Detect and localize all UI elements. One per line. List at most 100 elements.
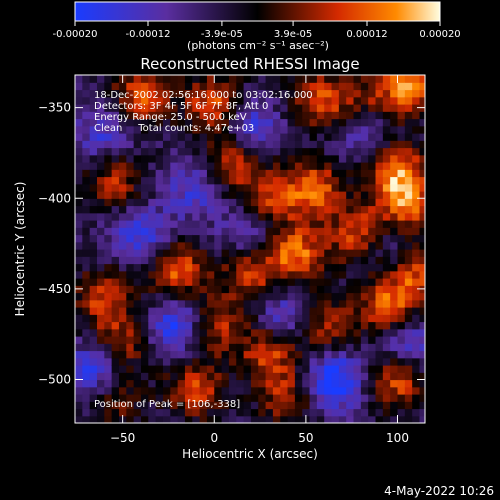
heatmap-cell [419,299,425,308]
heatmap-cell [118,249,127,257]
heatmap-cell [375,249,384,257]
heatmap-cell [126,212,135,221]
heatmap-cell [206,220,215,228]
heatmap-cell [250,314,259,323]
heatmap-cell [258,220,267,228]
heatmap-cell [228,256,237,265]
heatmap-cell [75,227,83,236]
heatmap-cell [382,212,391,221]
heatmap-cell [287,379,296,388]
heatmap-cell [192,89,201,98]
heatmap-cell [89,263,98,272]
heatmap-cell [104,408,113,417]
heatmap-cell [419,75,425,83]
colorbar-tick-label: -0.00012 [126,29,171,40]
heatmap-cell [419,82,425,91]
heatmap-cell [360,343,369,352]
heatmap-cell [404,191,413,199]
heatmap-cell [346,154,355,163]
heatmap-cell [243,321,252,330]
heatmap-cell [126,415,135,423]
heatmap-cell [214,169,223,178]
heatmap-cell [192,183,201,192]
heatmap-cell [250,220,259,228]
heatmap-cell [82,169,91,178]
heatmap-cell [250,205,259,214]
heatmap-cell [338,299,347,308]
heatmap-cell [236,118,245,127]
heatmap-cell [177,350,186,359]
heatmap-cell [111,350,120,359]
heatmap-cell [236,198,245,207]
heatmap-cell [192,314,201,323]
heatmap-cell [302,212,311,221]
heatmap-cell [331,183,340,192]
heatmap-cell [250,328,259,337]
heatmap-cell [199,328,208,337]
heatmap-cell [346,263,355,272]
heatmap-cell [346,133,355,141]
heatmap-cell [155,386,164,395]
heatmap-cell [287,270,296,279]
heatmap-cell [375,299,384,308]
heatmap-cell [162,299,171,308]
heatmap-cell [390,198,399,207]
heatmap-cell [155,292,164,301]
heatmap-cell [192,234,201,243]
heatmap-cell [280,372,289,381]
heatmap-cell [287,89,296,98]
heatmap-cell [140,401,149,410]
heatmap-cell [258,401,267,410]
heatmap-cell [184,198,193,207]
heatmap-cell [397,386,406,395]
heatmap-cell [96,111,105,120]
heatmap-cell [404,212,413,221]
heatmap-cell [206,241,215,250]
heatmap-cell [126,227,135,236]
heatmap-cell [89,133,98,141]
heatmap-cell [412,104,421,112]
heatmap-cell [302,147,311,156]
heatmap-cell [214,365,223,373]
heatmap-cell [177,394,186,402]
heatmap-cell [360,75,369,83]
heatmap-cell [338,401,347,410]
heatmap-cell [199,278,208,286]
heatmap-cell [162,227,171,236]
heatmap-cell [221,183,230,192]
heatmap-cell [287,82,296,91]
heatmap-cell [192,249,201,257]
heatmap-cell [126,82,135,91]
heatmap-cell [331,314,340,323]
heatmap-cell [265,154,274,163]
heatmap-cell [338,162,347,170]
heatmap-cell [265,299,274,308]
heatmap-cell [148,241,157,250]
heatmap-cell [250,96,259,105]
heatmap-cell [96,401,105,410]
heatmap-cell [82,343,91,352]
heatmap-cell [302,220,311,228]
heatmap-cell [375,133,384,141]
heatmap-cell [184,386,193,395]
heatmap-cell [170,191,179,199]
heatmap-cell [382,147,391,156]
heatmap-cell [199,415,208,423]
heatmap-cell [75,205,83,214]
heatmap-cell [368,270,377,279]
heatmap-cell [133,386,142,395]
heatmap-cell [324,249,333,257]
heatmap-cell [419,169,425,178]
heatmap-cell [397,321,406,330]
heatmap-cell [353,227,362,236]
heatmap-cell [199,249,208,257]
heatmap-cell [111,365,120,373]
heatmap-cell [82,104,91,112]
heatmap-cell [126,336,135,344]
heatmap-cell [111,111,120,120]
heatmap-cell [111,270,120,279]
heatmap-cell [397,227,406,236]
heatmap-cell [375,372,384,381]
heatmap-cell [184,314,193,323]
heatmap-cell [294,111,303,120]
